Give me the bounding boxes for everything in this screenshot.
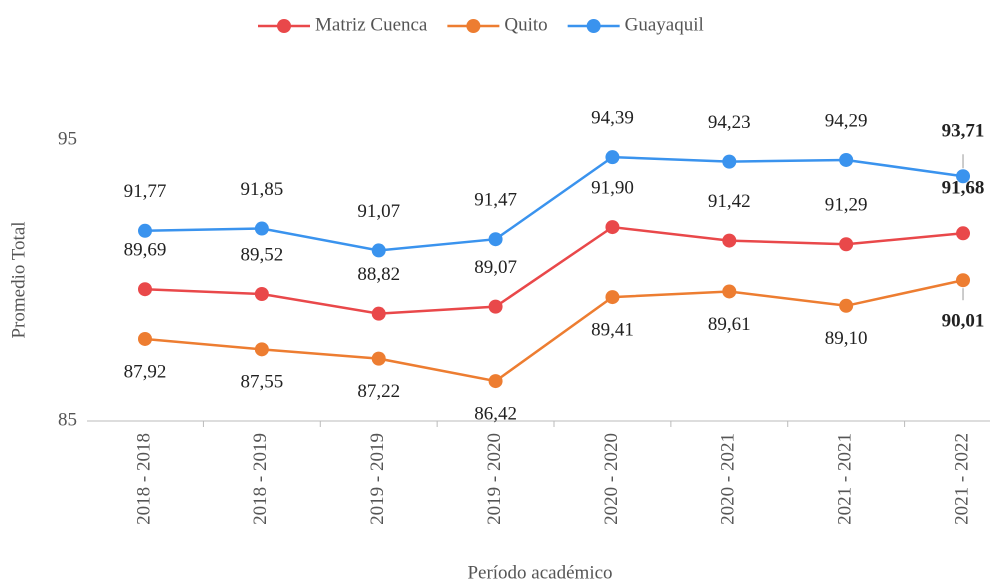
data-label: 89,69 xyxy=(124,240,167,261)
point xyxy=(605,220,620,235)
x-tick-label: 2018 - 2019 xyxy=(250,433,271,525)
data-label: 89,10 xyxy=(825,328,868,349)
point xyxy=(956,226,971,241)
y-tick-label: 85 xyxy=(58,409,77,430)
point xyxy=(371,243,386,258)
series-line xyxy=(144,278,964,383)
point xyxy=(254,342,269,357)
point xyxy=(839,237,854,252)
point xyxy=(488,299,503,314)
legend-label: Quito xyxy=(504,14,547,35)
legend-label: Matriz Cuenca xyxy=(315,14,428,35)
data-label: 89,41 xyxy=(591,319,634,340)
x-tick-label: 2021 - 2021 xyxy=(835,433,856,525)
x-tick-label: 2020 - 2021 xyxy=(718,433,739,525)
x-tick-label: 2019 - 2020 xyxy=(484,433,505,525)
data-label: 91,85 xyxy=(240,179,283,200)
x-axis-title: Período académico xyxy=(467,562,612,583)
data-label: 91,42 xyxy=(708,191,751,212)
point xyxy=(722,284,737,299)
x-tick-label: 2018 - 2018 xyxy=(133,433,154,525)
point xyxy=(488,374,503,389)
data-label: 94,39 xyxy=(591,108,634,129)
point xyxy=(138,223,152,238)
point xyxy=(138,331,152,346)
data-label: 91,29 xyxy=(825,195,868,216)
legend-marker xyxy=(466,19,481,33)
legend-marker xyxy=(277,19,291,33)
data-label: 88,82 xyxy=(357,264,400,285)
series-line xyxy=(144,225,964,315)
x-tick-label: 2020 - 2020 xyxy=(601,433,622,525)
data-label: 94,29 xyxy=(825,110,868,131)
point xyxy=(371,351,386,366)
data-label: 94,23 xyxy=(708,112,751,133)
point xyxy=(138,282,152,297)
point xyxy=(722,154,737,169)
point xyxy=(839,152,854,167)
data-label: 91,07 xyxy=(357,201,400,222)
data-label: 90,01 xyxy=(942,311,985,332)
data-label: 89,52 xyxy=(240,244,283,265)
point xyxy=(605,290,620,305)
series-line xyxy=(144,155,964,252)
data-label: 87,92 xyxy=(124,361,167,382)
data-label: 91,77 xyxy=(124,181,167,202)
data-label: 89,07 xyxy=(474,257,517,278)
x-tick-label: 2021 - 2022 xyxy=(951,433,972,525)
point xyxy=(722,233,737,248)
point xyxy=(254,221,269,236)
y-axis-title: Promedio Total xyxy=(8,221,29,338)
point xyxy=(371,306,386,321)
data-label: 87,55 xyxy=(240,372,283,393)
data-label: 91,90 xyxy=(591,177,634,198)
data-label: 87,22 xyxy=(357,381,400,402)
y-tick-label: 95 xyxy=(58,128,77,149)
data-label: 91,68 xyxy=(942,178,985,199)
legend-marker xyxy=(586,19,601,33)
point xyxy=(956,169,971,184)
point xyxy=(839,298,854,313)
point xyxy=(956,273,971,288)
data-label: 89,61 xyxy=(708,314,751,335)
point xyxy=(254,286,269,301)
legend-label: Guayaquil xyxy=(625,14,704,35)
point xyxy=(605,150,620,165)
x-tick-label: 2019 - 2019 xyxy=(367,433,388,525)
point xyxy=(488,232,503,247)
data-label: 86,42 xyxy=(474,403,517,424)
data-label: 91,47 xyxy=(474,190,517,211)
data-label: 93,71 xyxy=(942,121,985,142)
